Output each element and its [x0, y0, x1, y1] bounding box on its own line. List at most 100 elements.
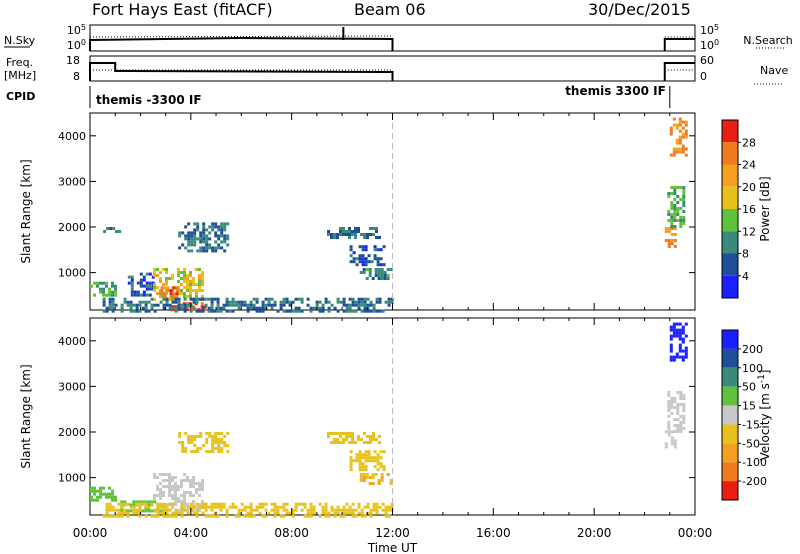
panel0-echo-cell: [165, 297, 169, 301]
panel0-echo-cell: [291, 309, 295, 313]
panel0-echo-cell: [202, 222, 206, 226]
panel1-echo-cell: [348, 511, 352, 515]
panel1-colorbar-label: -100: [742, 456, 767, 469]
panel0-echo-cell: [99, 281, 102, 285]
panel1-echo-cell: [177, 509, 180, 512]
panel1-colorbar-frame: [721, 329, 739, 501]
panel1-echo-cell: [168, 514, 172, 518]
panel0-colorbar-label: 4: [742, 270, 749, 283]
panel0-echo-cell: [111, 297, 115, 301]
panel1-echo-cell: [213, 511, 217, 515]
panel1-echo-cell: [369, 438, 372, 441]
panel0-echo-cell: [333, 236, 336, 239]
panel1-colorbar-segment: [722, 481, 738, 500]
panel1-echo-cell: [345, 511, 349, 515]
panel0-echo-cell: [363, 233, 366, 236]
panel0-echo-cell: [288, 300, 292, 304]
panel1-echo-cell: [336, 441, 339, 444]
panel0-echo-cell: [384, 300, 388, 304]
panel1-echo-cell: [228, 505, 232, 509]
panel1-echo-cell: [684, 322, 688, 326]
panel0-echo-cell: [147, 309, 151, 313]
panel0-echo-cell: [196, 225, 200, 229]
panel0-echo-cell: [183, 286, 186, 289]
panel0-echo-cell: [675, 123, 679, 127]
panel0-echo-cell: [231, 309, 235, 313]
panel0-echo-cell: [202, 234, 206, 238]
panel1-echo-cell: [234, 514, 238, 518]
panel0-echo-cell: [354, 309, 358, 313]
panel1-echo-cell: [376, 456, 380, 460]
panel0-echo-cell: [199, 237, 203, 241]
panel0-echo-cell: [201, 306, 205, 310]
panel0-echo-cell: [681, 126, 685, 130]
xtick-label: 12:00: [375, 526, 410, 540]
panel0-echo-cell: [223, 237, 227, 241]
panel0-echo-cell: [130, 281, 134, 285]
panel1-echo-cell: [195, 488, 198, 491]
panel0-echo-cell: [105, 306, 109, 310]
nsearch-tick-1: 100: [700, 38, 719, 52]
panel1-echo-cell: [181, 447, 185, 450]
panel1-echo-cell: [675, 355, 679, 359]
panel1-echo-cell: [93, 486, 96, 490]
nsky-tick-0: 105: [67, 23, 86, 37]
panel1-echo-cell: [679, 391, 683, 394]
panel0-echo-cell: [214, 246, 218, 250]
panel0-echo-cell: [389, 268, 393, 271]
panel0-echo-cell: [129, 303, 133, 307]
panel1-echo-cell: [359, 476, 363, 479]
panel1-colorbar-label: 50: [742, 381, 756, 394]
panel0-echo-cell: [380, 271, 384, 274]
panel1-echo-cell: [195, 514, 199, 518]
panel0-echo-cell: [249, 303, 253, 307]
panel1-echo-cell: [196, 450, 200, 453]
panel1-echo-cell: [684, 346, 688, 350]
panel0-echo-cell: [187, 222, 191, 226]
panel0-echo-cell: [103, 230, 107, 233]
panel0-echo-cell: [202, 237, 206, 241]
panel1-echo-cell: [358, 459, 362, 463]
panel0-echo-cell: [130, 278, 134, 282]
panel1-echo-cell: [333, 432, 336, 435]
panel1-echo-cell: [342, 508, 346, 512]
panel1-echo-cell: [168, 502, 172, 506]
panel1-echo-cell: [354, 514, 358, 518]
panel0-echo-cell: [108, 290, 111, 294]
panel1-echo-cell: [669, 337, 673, 341]
panel0-echo-cell: [348, 309, 352, 313]
panel1-echo-cell: [249, 511, 253, 515]
panel1-echo-cell: [105, 505, 109, 509]
panel0-echo-cell: [192, 277, 195, 280]
panel1-echo-cell: [135, 508, 139, 512]
panel0-echo-cell: [358, 257, 362, 261]
panel0-echo-cell: [279, 300, 283, 304]
panel0-echo-cell: [375, 230, 378, 233]
panel1-echo-cell: [390, 502, 394, 506]
panel1-echo-cell: [664, 442, 668, 446]
panel0-echo-cell: [159, 271, 162, 274]
panel0-echo-cell: [195, 309, 199, 313]
panel1-echo-cell: [159, 509, 163, 513]
panel1-echo-cell: [366, 502, 370, 506]
panel0-echo-cell: [96, 284, 99, 288]
panel1-echo-cell: [177, 485, 180, 488]
panel0-echo-cell: [285, 300, 289, 304]
panel1-colorbar-label: -15: [742, 418, 760, 431]
panel0-echo-cell: [374, 274, 378, 277]
panel1-echo-cell: [682, 397, 686, 400]
panel1-echo-cell: [108, 508, 112, 512]
panel1-echo-cell: [370, 456, 374, 460]
panel1-echo-cell: [174, 494, 177, 497]
panel0-echo-cell: [678, 117, 682, 121]
xtick-label: 08:00: [274, 526, 309, 540]
panel0-echo-cell: [246, 303, 250, 307]
panel0-echo-cell: [342, 300, 346, 304]
panel1-echo-cell: [352, 459, 356, 463]
panel1-echo-cell: [168, 491, 171, 494]
panel0-echo-cell: [261, 300, 265, 304]
panel0-echo-cell: [669, 132, 673, 136]
panel1-echo-cell: [214, 438, 218, 441]
panel0-echo-cell: [181, 243, 185, 247]
panel0-echo-cell: [216, 309, 220, 313]
